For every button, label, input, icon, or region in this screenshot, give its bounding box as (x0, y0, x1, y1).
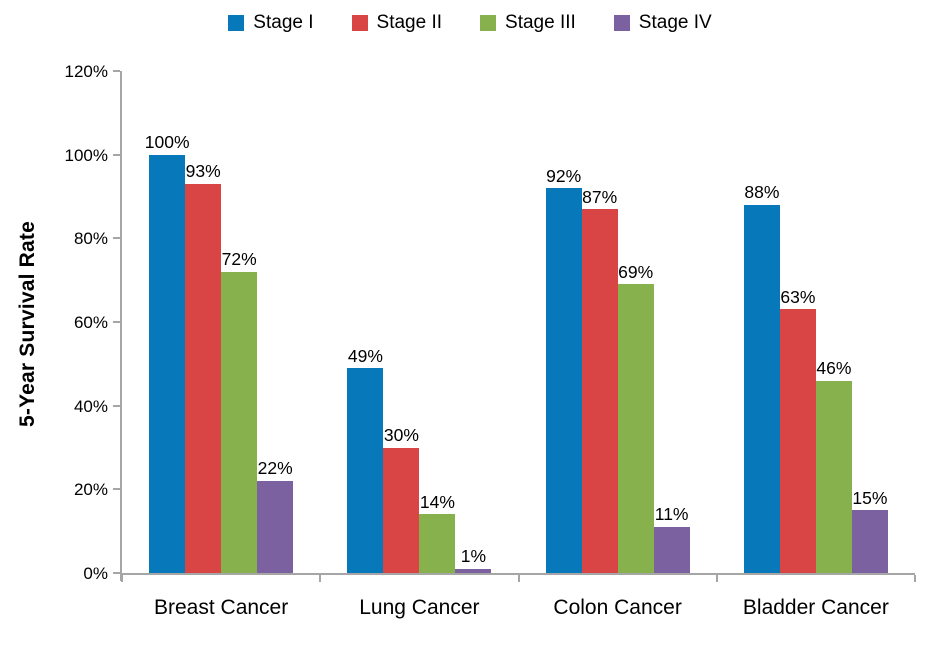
legend-item-stage-ii: Stage II (351, 12, 443, 34)
bar-wrap: 49% (347, 347, 384, 573)
bar-value-label: 15% (852, 487, 888, 508)
x-tick-mark (517, 575, 520, 582)
bar-wrap: 72% (221, 251, 258, 573)
y-tick-label: 80% (73, 229, 108, 249)
bar-stage-iii (617, 284, 654, 573)
y-tick-mark (113, 488, 120, 491)
bar-wrap: 1% (455, 548, 492, 573)
bar-value-label: 49% (347, 345, 383, 366)
bar-wrap: 63% (779, 288, 816, 573)
bar-stage-iii (419, 514, 456, 573)
x-category-label: Breast Cancer (154, 596, 289, 619)
bar-stage-ii (383, 447, 420, 573)
bar-stage-ii (185, 183, 222, 573)
legend-swatch-icon (613, 15, 630, 31)
bar-value-label: 93% (185, 161, 221, 182)
bar-value-label: 92% (546, 165, 582, 186)
bar-wrap: 92% (545, 167, 582, 573)
bar-stage-ii (581, 209, 618, 573)
bar-wrap: 30% (383, 426, 420, 573)
x-tick-mark (319, 575, 322, 582)
bar-stage-i (545, 188, 582, 573)
y-tick-mark (113, 153, 120, 156)
legend-item-stage-iv: Stage IV (613, 12, 712, 34)
bar-value-label: 1% (460, 546, 487, 567)
bar-wrap: 15% (851, 489, 888, 573)
bar-value-label: 87% (582, 186, 618, 207)
y-tick-mark (113, 237, 120, 240)
y-axis-line (120, 71, 122, 581)
bar-stage-i (149, 154, 186, 573)
legend-swatch-icon (480, 15, 497, 31)
bar-wrap: 87% (581, 188, 618, 573)
x-category-label: Bladder Cancer (742, 596, 889, 619)
x-axis-line (120, 573, 915, 575)
bar-wrap: 14% (419, 493, 456, 573)
bar-stage-i (347, 368, 384, 573)
x-category-label: Colon Cancer (553, 596, 682, 619)
bar-wrap: 46% (815, 360, 852, 573)
bar-stage-iv (653, 526, 690, 573)
bar-value-label: 22% (257, 458, 293, 479)
bar-stage-iii (221, 271, 258, 573)
y-tick-mark (113, 572, 120, 574)
y-tick-label: 100% (64, 145, 108, 165)
y-tick-label: 0% (83, 564, 108, 583)
bar-value-label: 100% (144, 132, 190, 153)
x-tick-mark (715, 575, 718, 582)
bar-group-colon-cancer: 92% 87% 69% 11% (519, 71, 717, 573)
bar-value-label: 88% (744, 182, 780, 203)
y-tick-mark (113, 321, 120, 323)
legend-swatch-icon (351, 15, 368, 31)
bar-wrap: 69% (617, 263, 654, 573)
legend-label: Stage IV (638, 12, 712, 33)
legend-label: Stage III (505, 12, 576, 33)
bar-value-label: 14% (419, 491, 455, 512)
bar-group-breast-cancer: 100% 93% 72% 22% (122, 71, 320, 573)
x-category-label: Lung Cancer (359, 596, 480, 619)
bar-value-label: 11% (654, 504, 689, 525)
bar-stage-ii (779, 309, 816, 573)
bar-value-label: 72% (221, 249, 257, 270)
legend-item-stage-i: Stage I (228, 12, 314, 34)
bar-stage-i (743, 204, 780, 573)
y-tick-label: 60% (73, 313, 108, 332)
x-tick-mark (914, 575, 916, 582)
bar-group-bladder-cancer: 88% 63% 46% 15% (717, 71, 915, 573)
bar-stage-iv (257, 480, 294, 573)
x-tick-mark (121, 575, 123, 582)
bar-group-lung-cancer: 49% 30% 14% 1% (320, 71, 518, 573)
bar-value-label: 46% (816, 358, 852, 379)
legend-label: Stage I (253, 12, 314, 33)
bar-stage-iii (815, 380, 852, 573)
bar-value-label: 30% (383, 425, 419, 445)
bar-stage-iv (455, 568, 492, 573)
bar-wrap: 22% (257, 460, 294, 573)
legend: Stage I Stage II Stage III Stage IV (0, 12, 940, 34)
bar-value-label: 69% (618, 261, 654, 282)
legend-item-stage-iii: Stage III (480, 12, 576, 34)
bar-stage-iv (851, 510, 888, 573)
y-tick-label: 120% (64, 62, 108, 81)
bar-wrap: 88% (743, 184, 780, 573)
bar-wrap: 100% (145, 134, 190, 573)
y-tick-mark (113, 404, 120, 407)
bar-value-label: 63% (780, 286, 816, 307)
legend-swatch-icon (228, 15, 245, 31)
bar-wrap: 11% (653, 506, 690, 573)
y-tick-label: 40% (73, 396, 108, 416)
y-tick-label: 20% (73, 480, 108, 500)
y-tick-mark (113, 70, 120, 72)
bar-wrap: 93% (185, 163, 222, 573)
legend-label: Stage II (376, 12, 443, 33)
